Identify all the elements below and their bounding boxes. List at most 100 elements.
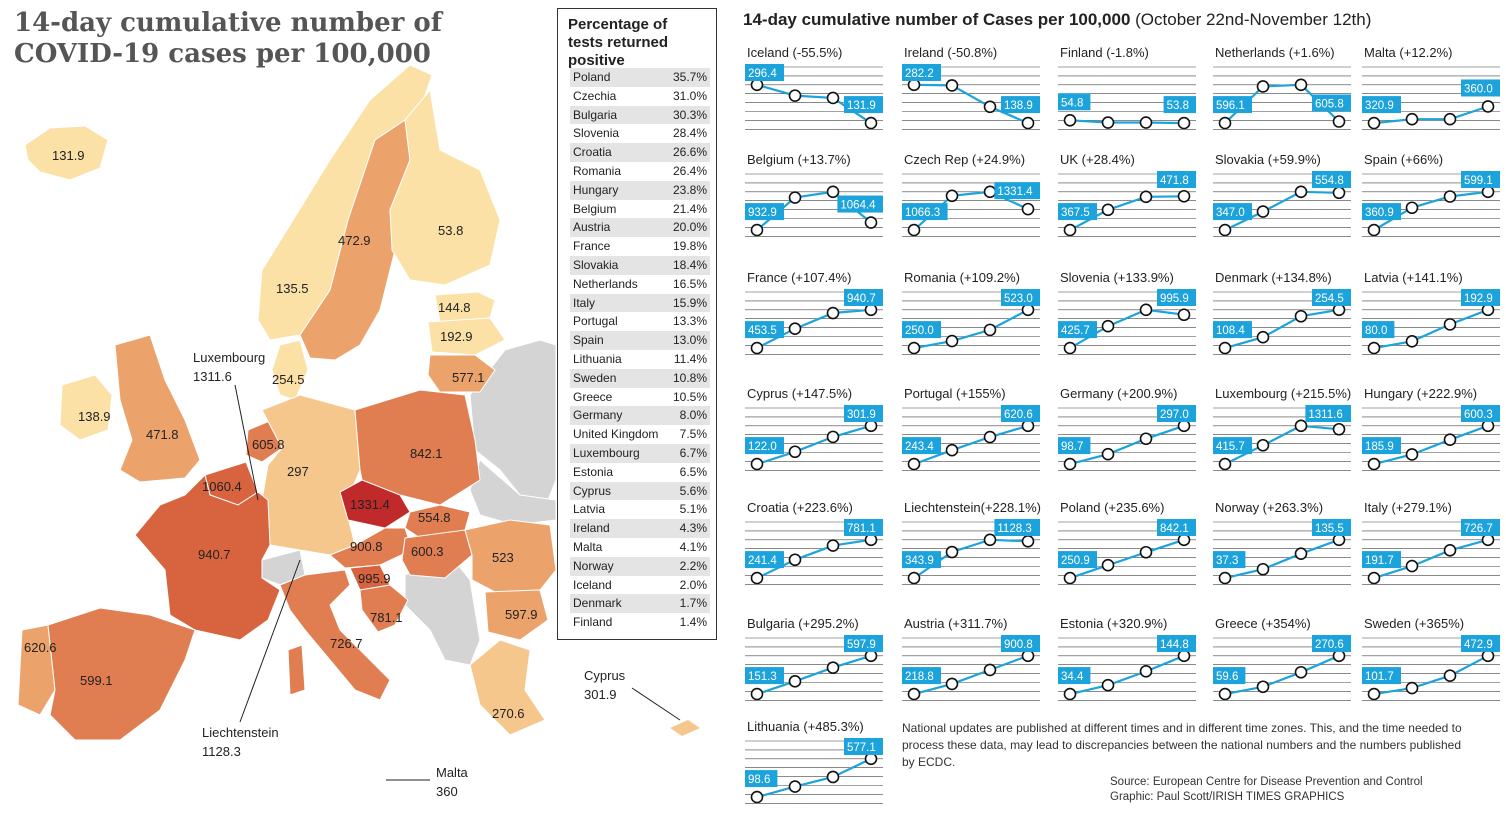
mini-chart-label-bg: [1305, 405, 1351, 422]
mini-chart-point: [1443, 190, 1457, 203]
mini-chart-label-bg: [902, 321, 941, 339]
mini-chart-point: [826, 306, 840, 320]
mini-chart-point: [1256, 205, 1270, 218]
positivity-value: 11.4%: [673, 351, 707, 366]
map-value-finland: 53.8: [438, 223, 463, 238]
country-bulgaria: [484, 589, 549, 641]
mini-chart-svg: 54.8 53.8: [1058, 66, 1196, 130]
map-value-hungary: 600.3: [411, 544, 444, 559]
mini-chart-value-label: 254.5: [1315, 293, 1344, 305]
positivity-country: Romania: [573, 163, 622, 178]
mini-chart-panel: Cyprus (+147.5%) 122.0 301.9: [745, 386, 883, 486]
mini-chart-point: [750, 571, 764, 585]
mini-chart-value-label: 453.5: [748, 325, 777, 337]
mini-chart-point: [864, 216, 878, 229]
mini-chart-series-line: [1373, 538, 1489, 580]
mini-chart-point: [1021, 202, 1035, 216]
nodata-ukraine-region: [469, 459, 556, 526]
positivity-value: 10.5%: [672, 389, 707, 404]
positivity-row: Cyprus 5.6%: [570, 481, 710, 501]
mini-chart-point: [1367, 457, 1381, 471]
country-denmark: [271, 339, 309, 401]
mini-chart-value-label: 471.8: [1160, 175, 1189, 187]
positivity-country: Spain: [573, 333, 604, 348]
mini-chart-value-label: 296.4: [748, 68, 777, 80]
mini-chart-title: Portugal (+155%): [904, 386, 1006, 401]
map-value-labels: 131.9 135.5 472.9 53.8 144.8 192.9 577.1 254.5 1…: [24, 148, 538, 721]
mini-chart-point: [907, 457, 921, 471]
mini-chart-point: [1218, 116, 1232, 130]
positivity-row: Denmark 1.7%: [570, 594, 710, 614]
mini-chart-point: [750, 223, 764, 237]
mini-chart-panel: Romania (+109.2%) 250.0 523.0: [902, 270, 1040, 370]
mini-chart-title: Estonia (+320.9%): [1060, 616, 1168, 631]
mini-chart-point: [1294, 419, 1308, 433]
mini-chart-point: [1063, 113, 1077, 127]
positivity-value: 23.8%: [672, 182, 707, 197]
mini-chart-value-label: 1064.4: [840, 200, 876, 212]
positivity-row: Latvia 5.1%: [570, 500, 710, 519]
positivity-row: Norway 2.2%: [570, 556, 710, 576]
mini-chart-title: Sweden (+365%): [1364, 616, 1465, 631]
positivity-value: 6.7%: [679, 445, 707, 460]
positivity-row: Italy 15.9%: [570, 293, 710, 313]
map-value-greece: 270.6: [492, 706, 525, 721]
mini-chart-svg: 122.0 301.9: [745, 405, 883, 471]
mini-chart-value-label: 297.0: [1160, 409, 1189, 421]
positivity-row: Slovenia 28.4%: [570, 124, 710, 143]
positivity-country: Estonia: [573, 464, 614, 479]
mini-chart-title: Cyprus (+147.5%): [747, 386, 853, 401]
mini-chart-title: Romania (+109.2%): [904, 270, 1020, 285]
map-value-iceland: 131.9: [52, 148, 85, 163]
positivity-row: Hungary 23.8%: [570, 180, 710, 200]
mini-chart-point: [945, 677, 959, 691]
positivity-country: Germany: [573, 408, 623, 423]
mini-chart-value-label: 347.0: [1216, 207, 1245, 219]
mini-chart-value-label: 600.3: [1464, 409, 1493, 421]
mini-chart-title: Greece (+354%): [1215, 616, 1311, 631]
map-value-germany: 297: [287, 464, 309, 479]
mini-chart-point: [1218, 341, 1232, 355]
map-title: 14-day cumulative number of COVID-19 cas…: [14, 8, 442, 69]
mini-chart-label-bg: [1058, 437, 1091, 455]
mini-chart-series-line: [1373, 424, 1489, 466]
mini-chart-point: [1405, 448, 1419, 461]
mini-chart-point: [1367, 571, 1381, 585]
map-value-ireland: 138.9: [78, 409, 111, 424]
map-value-slovenia: 995.9: [358, 571, 391, 586]
mini-chart-value-label: 241.4: [748, 555, 777, 567]
credit-text: Graphic: Paul Scott/IRISH TIMES GRAPHICS: [1110, 791, 1345, 803]
mini-chart-point: [1294, 309, 1308, 323]
positivity-country: Norway: [573, 558, 614, 573]
mini-chart-title: Spain (+66%): [1364, 152, 1444, 167]
mini-chart-title: Liechtenstein(+228.1%): [904, 500, 1041, 515]
mini-chart-label-bg: [1157, 289, 1196, 306]
mini-chart-point: [1443, 669, 1457, 683]
mini-chart-label-bg: [844, 635, 883, 652]
luxembourg-leader-line: [234, 384, 259, 501]
positivity-row: Netherlands 16.5%: [570, 275, 710, 294]
mini-chart-value-label: 54.8: [1061, 97, 1083, 109]
positivity-row: Sweden 10.8%: [570, 368, 710, 388]
mini-chart-title: Italy (+279.1%): [1364, 500, 1452, 515]
mini-chart-point: [945, 545, 959, 559]
positivity-value: 19.8%: [672, 239, 707, 254]
mini-chart-point: [1294, 78, 1308, 92]
mini-chart-value-label: 726.7: [1464, 523, 1493, 535]
mini-chart-title: France (+107.4%): [747, 270, 852, 285]
mini-chart-point: [1294, 665, 1308, 679]
mini-chart-title: UK (+28.4%): [1060, 152, 1135, 167]
mini-chart-series-line: [1224, 654, 1340, 696]
mini-chart-value-label: 599.1: [1464, 175, 1493, 187]
mini-chart-label-bg: [745, 64, 784, 81]
positivity-value: 1.7%: [679, 596, 707, 611]
mini-chart-panel: Ireland (-50.8%) 282.2 138.9: [902, 45, 1040, 145]
positivity-value: 2.0%: [679, 577, 707, 592]
mini-chart-panel: Italy (+279.1%) 191.7 726.7: [1362, 500, 1500, 600]
mini-chart-label-bg: [1362, 437, 1401, 455]
map-value-italy: 726.7: [330, 636, 363, 651]
positivity-value: 1.4%: [679, 615, 707, 630]
mini-chart-value-label: 995.9: [1160, 293, 1189, 305]
mini-chart-label-bg: [1157, 405, 1196, 422]
positivity-list: Poland 35.7% Czechia 31.0% Bulgaria 30.3% Slov…: [570, 68, 710, 632]
